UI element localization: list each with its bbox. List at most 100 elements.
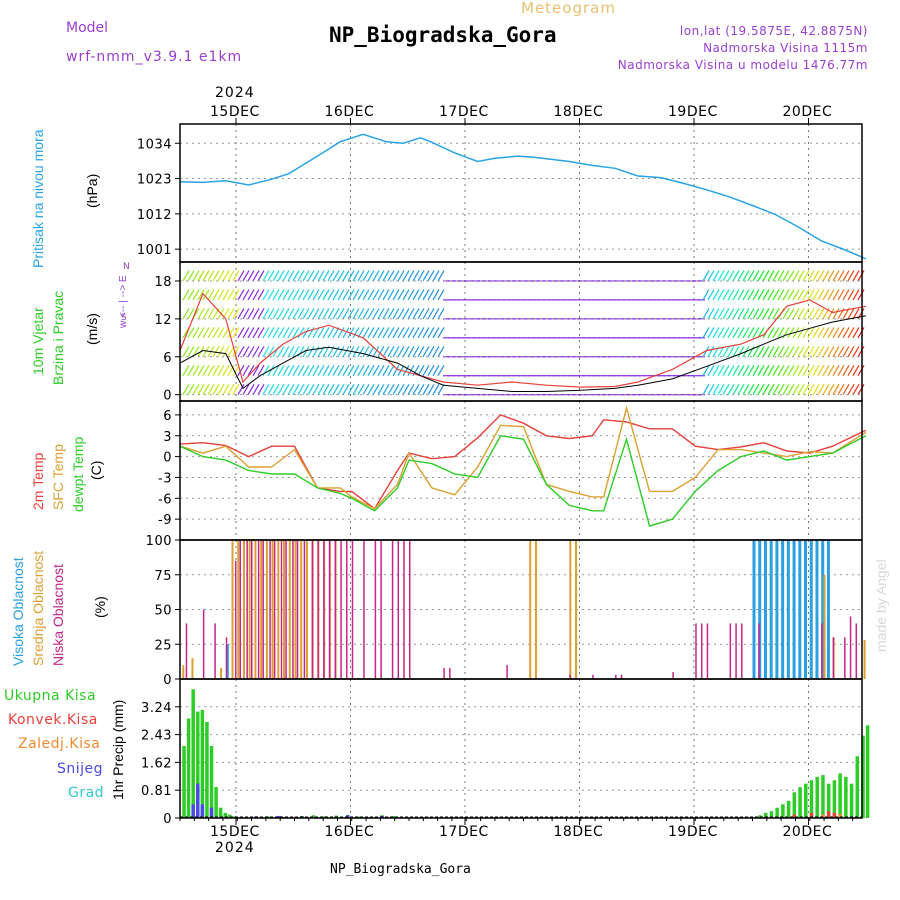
wind-barb [742,308,750,320]
wind-gust-line [179,292,867,388]
wind-barb [342,270,350,282]
precip-tick-label: 2.43 [141,729,172,744]
wind-barb [377,327,385,339]
wind-barb [317,289,325,301]
wind-barb [717,308,725,320]
wind-barb [842,327,850,339]
wind-barb [737,308,745,320]
wind-barb [802,308,810,320]
wind-barb [767,327,775,339]
cloud-bar [292,540,294,679]
wind-barb [327,327,335,339]
wind-barb [197,383,205,395]
wind-barb [792,308,800,320]
wind-barb [402,308,410,320]
wind-barb [337,346,345,358]
wind-barb [382,270,390,282]
cloud-bar [374,540,377,679]
wind-barb [837,346,845,358]
wind-barb [402,346,410,358]
panel-frame [179,678,863,819]
wind-barb [287,327,295,339]
wind-barb [297,383,305,395]
cloud-bar [821,623,823,679]
wind-barb [187,270,195,282]
wind-barb [832,289,840,301]
precip-bar [223,812,228,818]
wind-barb [427,327,435,339]
wind-barb [837,383,845,395]
wind-barb [412,327,420,339]
wind-barb [742,270,750,282]
precip-bar [792,814,797,818]
cloud-bar [280,540,283,679]
wind-barb [312,308,320,320]
wind-barb [702,289,710,301]
wind-barb [337,327,345,339]
wind-barb [302,383,310,395]
wind-barb [732,365,740,377]
wind-barb [287,365,295,377]
wind-barb [187,346,195,358]
wind-barb [387,270,395,282]
wind-barb [717,365,725,377]
wind-barb [852,383,860,395]
wind-barb [272,383,280,395]
wind-barb [842,365,850,377]
cloud-bar [569,674,571,679]
wind-barb [407,270,415,282]
wind-barb [422,289,430,301]
wind-barb [727,346,735,358]
wind-barb [257,308,265,320]
wind-barb [277,346,285,358]
grad-label: Grad [68,785,105,801]
wind-barb [292,365,300,377]
wind-barb [837,327,845,339]
wind-barb [212,365,220,377]
cloud-bar [804,540,808,679]
wind-barb [277,308,285,320]
wind-barb [207,365,215,377]
wind-barb [387,365,395,377]
cloud-bar [191,658,194,679]
cloud-tick-label: 75 [154,569,172,584]
wind-barb [262,308,270,320]
wind-barb [427,346,435,358]
wind-barb [712,289,720,301]
wind-barb [707,383,715,395]
wind-barb [787,365,795,377]
temp-tick-label: 6 [163,409,172,424]
wind-barb [252,383,260,395]
wind-barb [747,327,755,339]
wind-barb [202,289,210,301]
cloud-bar [294,540,297,679]
wind-barb [337,289,345,301]
wind-barb [742,365,750,377]
wind-barb [297,308,305,320]
wind-barb [222,289,230,301]
wind-barb [187,327,195,339]
precip-bar [191,804,195,818]
wind-barb [322,289,330,301]
cloud-bar [443,667,445,679]
wind-barb [347,308,355,320]
wind-barb [287,346,295,358]
wind-barb [437,327,445,339]
wind-barb [727,383,735,395]
wind-barb [797,289,805,301]
cloud-bar [285,540,287,679]
wind-barb [807,383,815,395]
wind-barb [757,346,765,358]
wind-barb [797,383,805,395]
year-top: 2024 [215,85,255,101]
year-bottom: 2024 [215,840,255,856]
sfc-label: SFC Temp [50,444,66,510]
cloud-bar [569,540,572,679]
wind-barb [797,327,805,339]
cloud-bar [529,540,532,679]
coords-label: lon,lat (19.5875E, 42.8875N) [679,24,868,38]
wind-tick-label: 6 [163,351,172,366]
wind-barb [327,289,335,301]
x-day-label-bottom: 18DEC [554,824,604,840]
wind-barb [772,365,780,377]
